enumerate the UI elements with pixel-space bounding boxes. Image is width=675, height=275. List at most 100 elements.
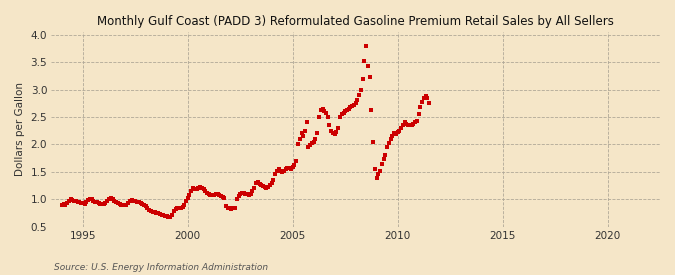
Point	[240, 191, 251, 196]
Point	[167, 212, 178, 217]
Point	[214, 193, 225, 197]
Point	[294, 137, 305, 141]
Point	[356, 87, 367, 92]
Point	[403, 122, 414, 127]
Point	[371, 176, 382, 180]
Point	[211, 191, 221, 196]
Point	[375, 169, 385, 173]
Point	[292, 142, 303, 147]
Point	[226, 207, 237, 211]
Point	[63, 199, 74, 203]
Point	[340, 109, 350, 114]
Point	[350, 101, 361, 105]
Point	[97, 202, 107, 206]
Point	[90, 200, 101, 204]
Point	[92, 200, 103, 205]
Point	[406, 122, 417, 127]
Point	[233, 194, 244, 199]
Point	[377, 161, 387, 166]
Point	[228, 206, 239, 211]
Point	[172, 206, 183, 211]
Point	[176, 206, 186, 210]
Point	[123, 201, 134, 205]
Point	[398, 123, 408, 127]
Point	[125, 199, 136, 204]
Point	[230, 206, 240, 211]
Point	[161, 213, 172, 218]
Point	[58, 202, 69, 206]
Point	[314, 115, 325, 119]
Point	[147, 210, 158, 214]
Point	[207, 193, 218, 197]
Point	[394, 128, 405, 133]
Point	[189, 186, 200, 191]
Point	[113, 201, 124, 205]
Point	[261, 186, 272, 190]
Point	[254, 182, 265, 186]
Point	[323, 115, 333, 119]
Point	[82, 198, 93, 202]
Point	[282, 166, 293, 170]
Point	[219, 196, 230, 200]
Point	[387, 134, 398, 138]
Point	[79, 201, 90, 206]
Point	[385, 137, 396, 141]
Point	[86, 197, 97, 201]
Point	[116, 202, 127, 207]
Point	[217, 195, 228, 199]
Point	[373, 172, 384, 177]
Point	[119, 203, 130, 207]
Point	[275, 169, 286, 173]
Point	[88, 199, 99, 203]
Point	[99, 202, 109, 206]
Point	[60, 202, 71, 207]
Point	[422, 95, 433, 100]
Point	[117, 203, 128, 207]
Point	[357, 76, 368, 81]
Point	[380, 153, 391, 158]
Point	[252, 179, 263, 184]
Point	[284, 166, 294, 171]
Point	[177, 205, 188, 210]
Point	[415, 105, 426, 109]
Point	[67, 198, 78, 202]
Point	[413, 112, 424, 116]
Point	[319, 109, 329, 114]
Point	[142, 206, 153, 210]
Point	[378, 157, 389, 161]
Point	[188, 186, 198, 190]
Point	[111, 200, 122, 205]
Point	[270, 172, 281, 177]
Point	[238, 191, 249, 195]
Point	[215, 194, 226, 198]
Point	[128, 199, 139, 203]
Point	[100, 201, 111, 205]
Point	[286, 167, 296, 171]
Point	[268, 178, 279, 182]
Point	[324, 123, 335, 127]
Point	[392, 130, 403, 134]
Title: Monthly Gulf Coast (PADD 3) Reformulated Gasoline Premium Retail Sales by All Se: Monthly Gulf Coast (PADD 3) Reformulated…	[97, 15, 614, 28]
Point	[354, 93, 364, 97]
Point	[76, 201, 86, 205]
Point	[102, 199, 113, 203]
Point	[366, 108, 377, 112]
Point	[221, 204, 232, 208]
Point	[348, 103, 359, 107]
Point	[168, 209, 179, 213]
Point	[156, 212, 167, 217]
Point	[308, 139, 319, 144]
Point	[153, 211, 163, 216]
Point	[277, 170, 288, 174]
Point	[418, 95, 429, 100]
Point	[424, 101, 435, 105]
Point	[296, 131, 307, 136]
Point	[186, 189, 196, 193]
Point	[391, 132, 402, 137]
Point	[300, 128, 310, 133]
Point	[205, 192, 216, 197]
Point	[336, 112, 347, 116]
Point	[144, 207, 155, 212]
Point	[306, 141, 317, 145]
Point	[279, 169, 290, 173]
